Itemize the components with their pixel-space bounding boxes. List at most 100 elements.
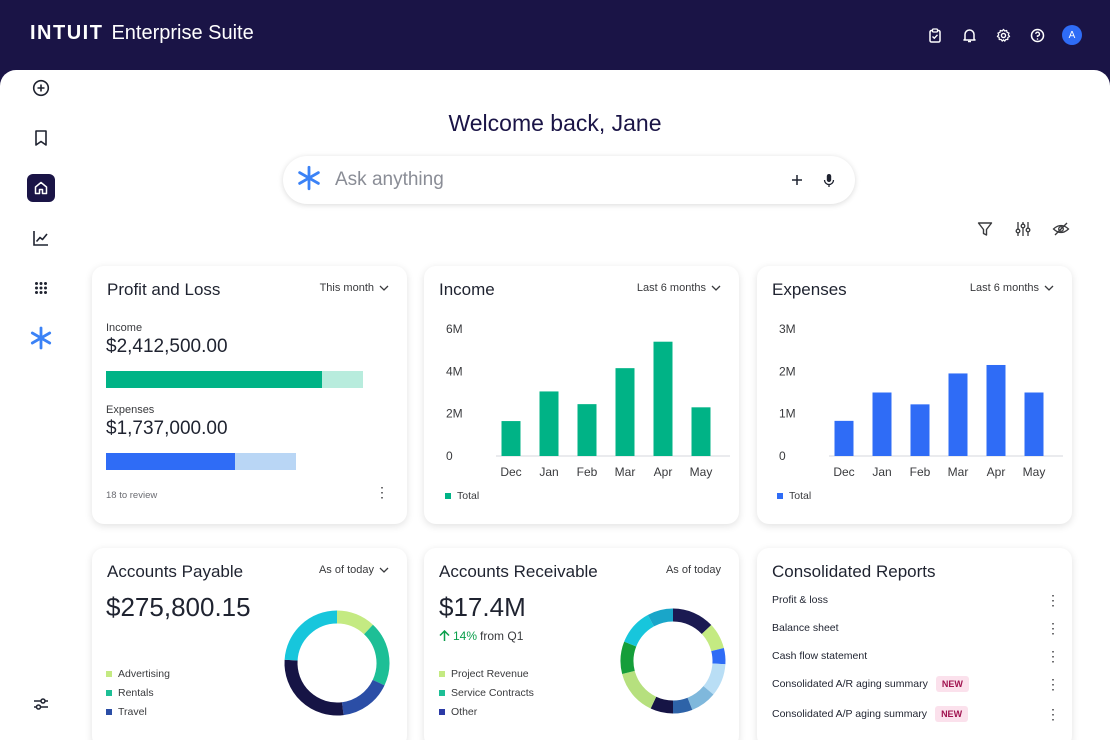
bar	[834, 420, 854, 456]
donut-segment	[672, 608, 712, 635]
accounts-receivable-card: Accounts Receivable As of today $17.4M 1…	[424, 548, 739, 740]
report-label: Balance sheet	[772, 622, 839, 634]
x-tick-label: Feb	[577, 465, 598, 479]
help-icon[interactable]	[1028, 26, 1046, 44]
y-tick-label: 1M	[779, 407, 796, 421]
bell-icon[interactable]	[960, 26, 978, 44]
report-item[interactable]: Consolidated A/R aging summary NEW ⋮	[772, 674, 1060, 694]
bookmark-icon[interactable]	[27, 124, 55, 152]
settings-sliders-icon[interactable]	[27, 690, 55, 718]
microphone-icon[interactable]	[815, 166, 843, 194]
user-avatar[interactable]: A	[1062, 25, 1082, 45]
period-dropdown[interactable]: Last 6 months	[970, 282, 1054, 294]
donut-segment	[624, 614, 655, 647]
new-badge: NEW	[935, 706, 969, 722]
report-item[interactable]: Cash flow statement ⋮	[772, 646, 1060, 666]
x-tick-label: Dec	[833, 465, 854, 479]
brand[interactable]: INTUIT Enterprise Suite	[30, 22, 254, 45]
x-tick-label: Apr	[654, 465, 673, 479]
report-item[interactable]: Balance sheet ⋮	[772, 618, 1060, 638]
y-tick-label: 2M	[446, 407, 463, 421]
filter-icon[interactable]	[976, 220, 994, 238]
legend-label: Total	[457, 489, 480, 502]
sidebar	[0, 70, 80, 740]
receivable-change: 14% from Q1	[439, 629, 523, 643]
income-label: Income	[106, 322, 143, 334]
more-options-icon[interactable]: ⋮	[1046, 591, 1060, 608]
hide-eye-icon[interactable]	[1052, 220, 1070, 238]
payable-value: $275,800.15	[106, 592, 251, 622]
bar	[948, 373, 968, 456]
bar	[872, 392, 892, 456]
period-dropdown[interactable]: This month	[320, 282, 389, 294]
more-options-icon[interactable]: ⋮	[1046, 705, 1060, 722]
x-tick-label: Feb	[910, 465, 931, 479]
card-title: Income	[439, 280, 495, 299]
y-tick-label: 6M	[446, 322, 463, 336]
ask-search-bar[interactable]	[283, 156, 855, 204]
bar	[577, 404, 597, 456]
donut-segment	[650, 696, 674, 714]
as-of-label: As of today	[318, 564, 374, 576]
ask-input[interactable]	[335, 169, 779, 191]
donut-segment	[647, 608, 674, 627]
add-icon[interactable]	[783, 166, 811, 194]
intuit-logo: INTUIT	[30, 22, 104, 44]
report-item[interactable]: Consolidated A/P aging summary NEW ⋮	[772, 704, 1060, 724]
new-badge: NEW	[935, 676, 969, 692]
legend-item: Other	[439, 702, 534, 721]
customize-sliders-icon[interactable]	[1014, 220, 1032, 238]
more-options-icon[interactable]: ⋮	[375, 484, 389, 500]
x-tick-label: May	[1023, 465, 1046, 479]
legend-item: Project Revenue	[439, 664, 534, 683]
as-of-label: As of today	[665, 564, 721, 576]
review-link[interactable]: 18 to review	[106, 490, 158, 501]
create-icon[interactable]	[27, 74, 55, 102]
donut-segment	[341, 679, 385, 716]
period-dropdown[interactable]: Last 6 months	[637, 282, 721, 294]
expenses-label: Expenses	[106, 404, 155, 416]
bar	[653, 341, 673, 456]
as-of-dropdown[interactable]: As of today	[319, 564, 389, 576]
more-options-icon[interactable]: ⋮	[1046, 675, 1060, 692]
x-tick-label: Dec	[500, 465, 521, 479]
welcome-heading: Welcome back, Jane	[448, 110, 662, 136]
legend-swatch	[439, 670, 445, 677]
card-title: Accounts Payable	[107, 562, 244, 581]
top-icons: A	[926, 25, 1082, 45]
card-title: Profit and Loss	[107, 280, 221, 299]
legend-swatch	[439, 689, 445, 696]
legend-label: Advertising	[118, 667, 170, 680]
reports-chart-icon[interactable]	[27, 224, 55, 252]
more-options-icon[interactable]: ⋮	[1046, 647, 1060, 664]
report-item[interactable]: Profit & loss ⋮	[772, 590, 1060, 610]
income-bar-fill	[106, 371, 322, 388]
bar	[910, 404, 930, 456]
report-label: Consolidated A/R aging summary	[772, 678, 928, 690]
home-icon[interactable]	[27, 174, 55, 202]
legend-label: Other	[451, 705, 478, 718]
product-name: Enterprise Suite	[111, 22, 254, 44]
legend-item: Total	[777, 486, 811, 505]
legend-swatch	[106, 708, 112, 715]
report-label: Profit & loss	[772, 594, 829, 606]
receivable-value: $17.4M	[439, 592, 526, 622]
donut-segment	[672, 697, 693, 714]
legend-label: Total	[789, 489, 812, 502]
period-label: Last 6 months	[969, 282, 1039, 294]
more-options-icon[interactable]: ⋮	[1046, 619, 1060, 636]
x-tick-label: Apr	[987, 465, 1006, 479]
legend-swatch	[106, 689, 112, 696]
gear-icon[interactable]	[994, 26, 1012, 44]
chevron-down-icon	[379, 285, 389, 291]
main-panel: Welcome back, Jane Profit and Loss This …	[0, 70, 1110, 740]
tasks-icon[interactable]	[926, 26, 944, 44]
expenses-bar-fill	[106, 453, 236, 470]
intuit-assist-icon[interactable]	[27, 324, 55, 352]
x-tick-label: May	[690, 465, 713, 479]
apps-grid-icon[interactable]	[27, 274, 55, 302]
legend-label: Rentals	[118, 686, 154, 699]
legend-swatch	[106, 670, 112, 677]
donut-segment	[701, 625, 724, 652]
bar	[691, 407, 711, 456]
